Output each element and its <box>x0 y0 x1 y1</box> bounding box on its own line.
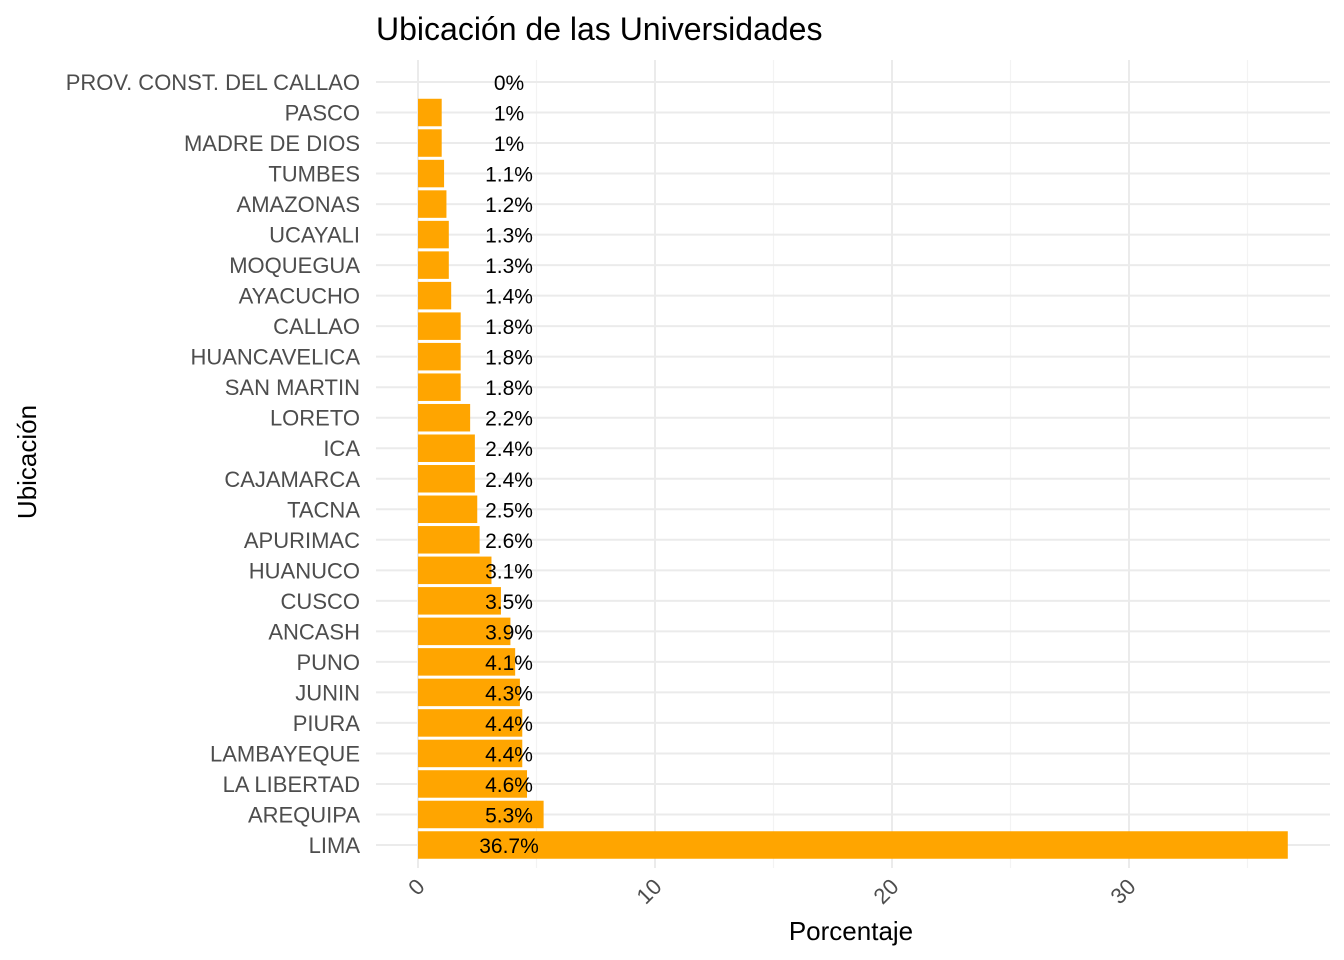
bar <box>418 98 442 127</box>
data-label: 2.4% <box>485 438 533 461</box>
category-label: AREQUIPA <box>248 802 360 827</box>
data-label: 4.3% <box>485 682 533 705</box>
bar <box>418 251 449 279</box>
bar <box>418 770 528 798</box>
category-label: CAJAMARCA <box>224 467 360 492</box>
data-labels: 0% 1% 1% 1.1% 1.2% 1.3% 1.3% 1.4% 1.8% 1.8% 1.8% 2.… <box>479 72 539 858</box>
category-label: UCAYALI <box>269 223 360 248</box>
data-label: 2.5% <box>485 499 533 522</box>
data-label: 1.4% <box>485 286 533 309</box>
bar <box>418 342 461 371</box>
bar <box>418 190 447 218</box>
category-label: MADRE DE DIOS <box>184 131 360 156</box>
bar <box>418 465 475 493</box>
bar <box>418 831 1288 859</box>
bar <box>418 648 516 676</box>
bar <box>418 281 452 310</box>
data-label: 0% <box>494 72 524 95</box>
category-label: HUANCAVELICA <box>190 345 360 370</box>
x-axis-title: Porcentaje <box>789 916 913 946</box>
bar <box>418 159 445 188</box>
category-label: LIMA <box>309 833 361 858</box>
bar <box>418 739 523 768</box>
x-tick-label: 10 <box>632 874 667 909</box>
data-label: 36.7% <box>479 835 539 858</box>
bar <box>418 678 520 707</box>
x-tick-label: 20 <box>869 874 904 909</box>
data-label: 1.8% <box>485 316 533 339</box>
bar <box>418 220 449 249</box>
bars <box>418 98 1288 859</box>
x-tick-label: 30 <box>1106 874 1141 909</box>
category-label: TACNA <box>287 497 360 522</box>
category-label: LA LIBERTAD <box>223 772 360 797</box>
data-label: 2.4% <box>485 469 533 492</box>
category-label: AMAZONAS <box>237 192 360 217</box>
category-label: PROV. CONST. DEL CALLAO <box>66 70 360 95</box>
bar <box>418 403 471 432</box>
bar <box>418 556 492 585</box>
data-label: 4.4% <box>485 713 533 736</box>
y-axis-title: Ubicación <box>12 405 42 519</box>
data-label: 1.8% <box>485 347 533 370</box>
data-label: 1% <box>494 103 524 126</box>
category-label: LORETO <box>270 406 360 431</box>
category-label: PUNO <box>296 650 360 675</box>
data-label: 1.2% <box>485 194 533 217</box>
data-label: 2.6% <box>485 530 533 553</box>
data-label: 1.3% <box>485 255 533 278</box>
category-label: HUANUCO <box>249 558 360 583</box>
bar <box>418 526 480 554</box>
bar <box>418 709 523 737</box>
bar <box>418 800 544 829</box>
data-label: 3.1% <box>485 560 533 583</box>
x-tick-label: 0 <box>403 874 429 900</box>
category-label: TUMBES <box>268 162 360 187</box>
category-label: ANCASH <box>268 619 360 644</box>
grid <box>376 60 1330 868</box>
bar <box>418 495 478 524</box>
bar <box>418 617 511 646</box>
chart-title: Ubicación de las Universidades <box>376 11 822 47</box>
category-label: CUSCO <box>281 589 360 614</box>
bar <box>418 129 442 157</box>
category-label: LAMBAYEQUE <box>210 741 360 766</box>
data-label: 1.3% <box>485 225 533 248</box>
bar <box>418 312 461 340</box>
data-label: 1% <box>494 133 524 156</box>
data-label: 2.2% <box>485 408 533 431</box>
category-label: MOQUEGUA <box>229 253 360 278</box>
data-label: 4.1% <box>485 652 533 675</box>
category-label: PIURA <box>293 711 361 736</box>
bar <box>418 434 475 462</box>
data-label: 4.4% <box>485 743 533 766</box>
category-label: PASCO <box>285 101 360 126</box>
data-label: 4.6% <box>485 774 533 797</box>
category-label: ICA <box>323 436 360 461</box>
data-label: 1.1% <box>485 164 533 187</box>
bar <box>418 373 461 401</box>
category-label: CALLAO <box>273 314 360 339</box>
data-label: 5.3% <box>485 804 533 827</box>
category-label: JUNIN <box>295 680 360 705</box>
category-labels: PROV. CONST. DEL CALLAO PASCO MADRE DE DIO… <box>66 70 361 858</box>
category-label: APURIMAC <box>244 528 360 553</box>
x-tick-labels: 0 10 20 30 <box>403 874 1140 909</box>
category-label: AYACUCHO <box>239 284 360 309</box>
data-label: 3.5% <box>485 591 533 614</box>
bar <box>418 587 501 615</box>
category-label: SAN MARTIN <box>225 375 360 400</box>
data-label: 1.8% <box>485 377 533 400</box>
data-label: 3.9% <box>485 621 533 644</box>
